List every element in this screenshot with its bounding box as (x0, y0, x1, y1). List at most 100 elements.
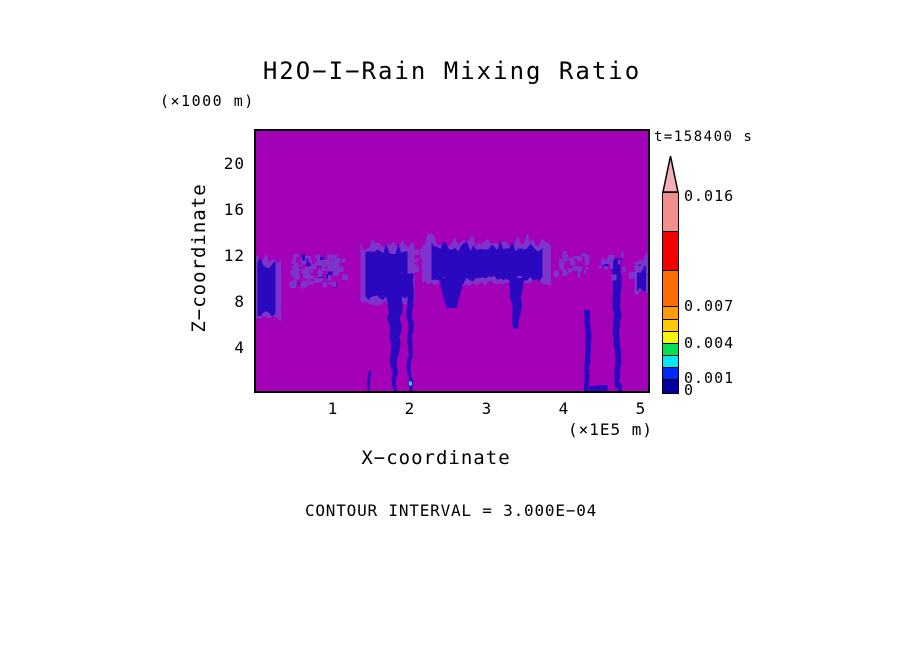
field-speckle (604, 266, 608, 270)
field-speckle (297, 282, 301, 285)
colorbar-segment (663, 320, 678, 332)
z-tick-label: 20 (223, 154, 245, 173)
mixing-ratio-field (256, 131, 648, 391)
field-speckle (333, 281, 336, 288)
field-speckle (306, 262, 311, 267)
field-speckle (315, 261, 319, 266)
field-speckle (333, 271, 339, 276)
field-speckle (322, 282, 327, 288)
field-contour-shape (431, 240, 543, 282)
x-tick-label: 4 (558, 399, 570, 418)
field-speckle (589, 386, 598, 391)
field-contour-shape (367, 371, 372, 391)
field-speckle (568, 268, 573, 273)
field-speckle (327, 264, 332, 269)
x-axis-unit-label: (×1E5 m) (567, 420, 653, 439)
colorbar-segment (663, 232, 678, 271)
field-speckle (328, 271, 333, 275)
field-speckle (317, 269, 323, 276)
field-speckle (333, 254, 336, 262)
field-speckle (570, 259, 573, 265)
field-speckle (640, 264, 644, 270)
field-speckle (609, 262, 613, 269)
field-speckle (302, 280, 308, 288)
colorbar-tip-triangle (662, 155, 679, 193)
colorbar-segment (663, 344, 678, 356)
field-contour-shape (509, 278, 525, 329)
field-speckle (327, 257, 330, 261)
field-speckle (335, 254, 338, 258)
field-contour-shape (257, 257, 276, 317)
field-speckle (297, 268, 300, 271)
field-speckle (301, 282, 304, 289)
field-speckle (298, 264, 302, 267)
field-speckle (314, 278, 320, 283)
field-speckle (602, 264, 608, 267)
x-tick-label: 1 (327, 399, 339, 418)
field-speckle (319, 260, 324, 267)
colorbar-value-label: 0 (684, 381, 695, 399)
field-speckle (618, 383, 623, 391)
field-speckle (618, 260, 621, 265)
field-speckle (574, 256, 579, 259)
field-speckle (309, 265, 315, 269)
field-speckle (309, 259, 312, 264)
field-speckle (409, 381, 412, 386)
field-speckle (610, 254, 615, 260)
field-speckle (611, 274, 617, 281)
field-speckle (585, 259, 589, 265)
field-speckle (318, 257, 324, 260)
field-speckle (413, 249, 419, 256)
field-speckle (608, 258, 613, 263)
field-speckle (321, 265, 327, 272)
field-speckle (294, 254, 299, 258)
field-speckle (310, 269, 314, 274)
field-speckle (553, 271, 558, 275)
field-speckle (329, 276, 332, 281)
field-speckle (416, 258, 419, 261)
colorbar-value-label: 0.001 (684, 369, 735, 387)
colorbar-segment (663, 271, 678, 307)
field-speckle (622, 266, 626, 273)
field-speckle (577, 266, 583, 273)
field-speckle (414, 265, 419, 273)
x-tick-label: 3 (481, 399, 493, 418)
contour-interval-note: CONTOUR INTERVAL = 3.000E−04 (304, 501, 598, 520)
field-speckle (413, 259, 417, 262)
z-tick-label: 4 (234, 338, 245, 357)
field-speckle (325, 274, 329, 280)
field-speckle (301, 268, 306, 274)
colorbar-value-label: 0.016 (684, 187, 735, 205)
colorbar-value-label: 0.007 (684, 297, 735, 315)
field-speckle (577, 256, 583, 261)
field-speckle (608, 254, 611, 259)
field-speckle (563, 254, 568, 261)
field-speckle (559, 266, 564, 270)
field-speckle (303, 272, 308, 278)
field-speckle (581, 253, 587, 257)
colorbar-segment (663, 368, 678, 380)
field-contour-shape (385, 294, 403, 391)
field-speckle (563, 250, 568, 254)
field-speckle (598, 265, 602, 269)
field-speckle (560, 260, 565, 265)
field-speckle (317, 277, 323, 282)
field-contour-shape (611, 258, 622, 389)
field-speckle (293, 273, 300, 280)
field-speckle (562, 269, 567, 276)
field-speckle (294, 267, 300, 274)
field-speckle (327, 282, 333, 285)
field-speckle (636, 265, 642, 273)
colorbar-value-label: 0.004 (684, 334, 735, 352)
field-contour-shape (365, 243, 408, 300)
timestamp-label: t=158400 s (654, 129, 754, 145)
field-speckle (560, 263, 564, 267)
field-speckle (307, 256, 311, 260)
field-speckle (338, 266, 344, 270)
field-contour-shape (440, 278, 467, 308)
field-speckle (332, 259, 339, 266)
field-speckle (302, 254, 305, 261)
field-speckle (290, 270, 296, 277)
field-speckle (628, 272, 633, 279)
